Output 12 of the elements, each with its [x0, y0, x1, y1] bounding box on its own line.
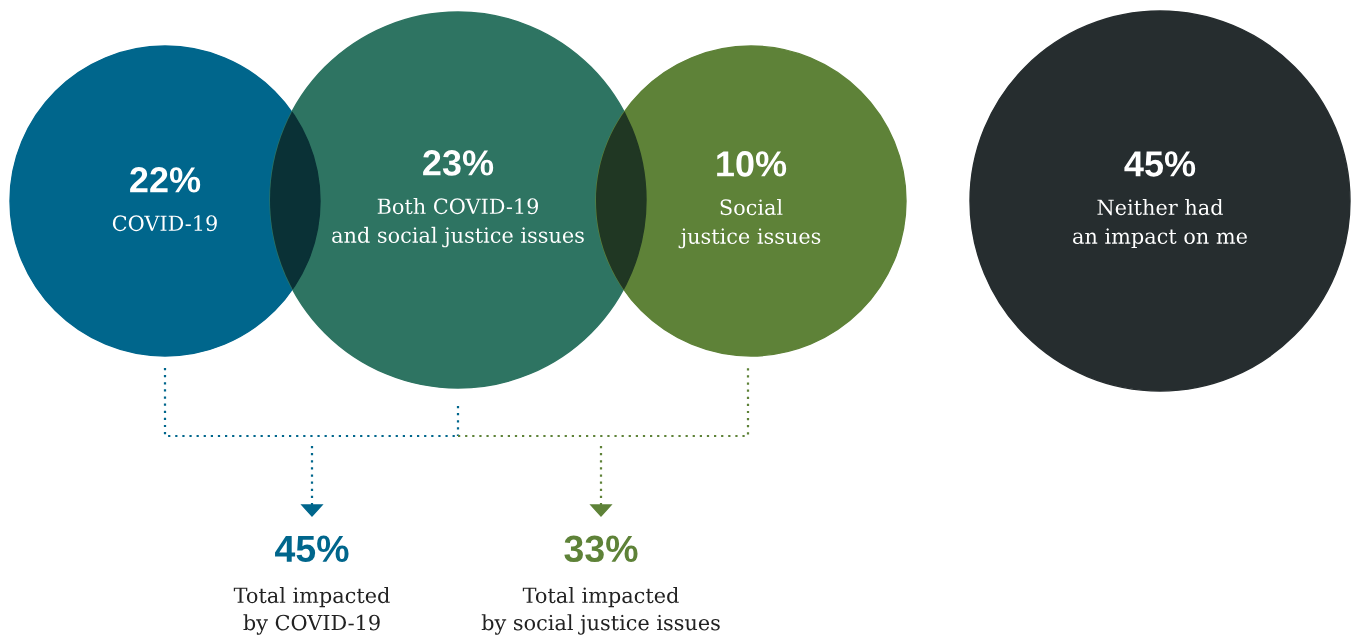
category-label: Both COVID-19 and social justice issues — [332, 198, 584, 248]
category-label: Neither had an impact on me — [1073, 199, 1247, 249]
text: Total impacted by social justice issues — [481, 587, 720, 635]
text: 45% — [275, 535, 349, 563]
data-label: 10% — [717, 151, 787, 177]
category-label: Social justice issues — [678, 199, 821, 249]
category-label: COVID-19 — [112, 215, 217, 232]
data-label: 45% — [1124, 151, 1196, 177]
text: Total impacted by COVID-19 — [233, 587, 390, 635]
data-label: 22% — [130, 167, 201, 193]
data-label: 23% — [423, 150, 494, 176]
text: 33% — [564, 535, 638, 563]
